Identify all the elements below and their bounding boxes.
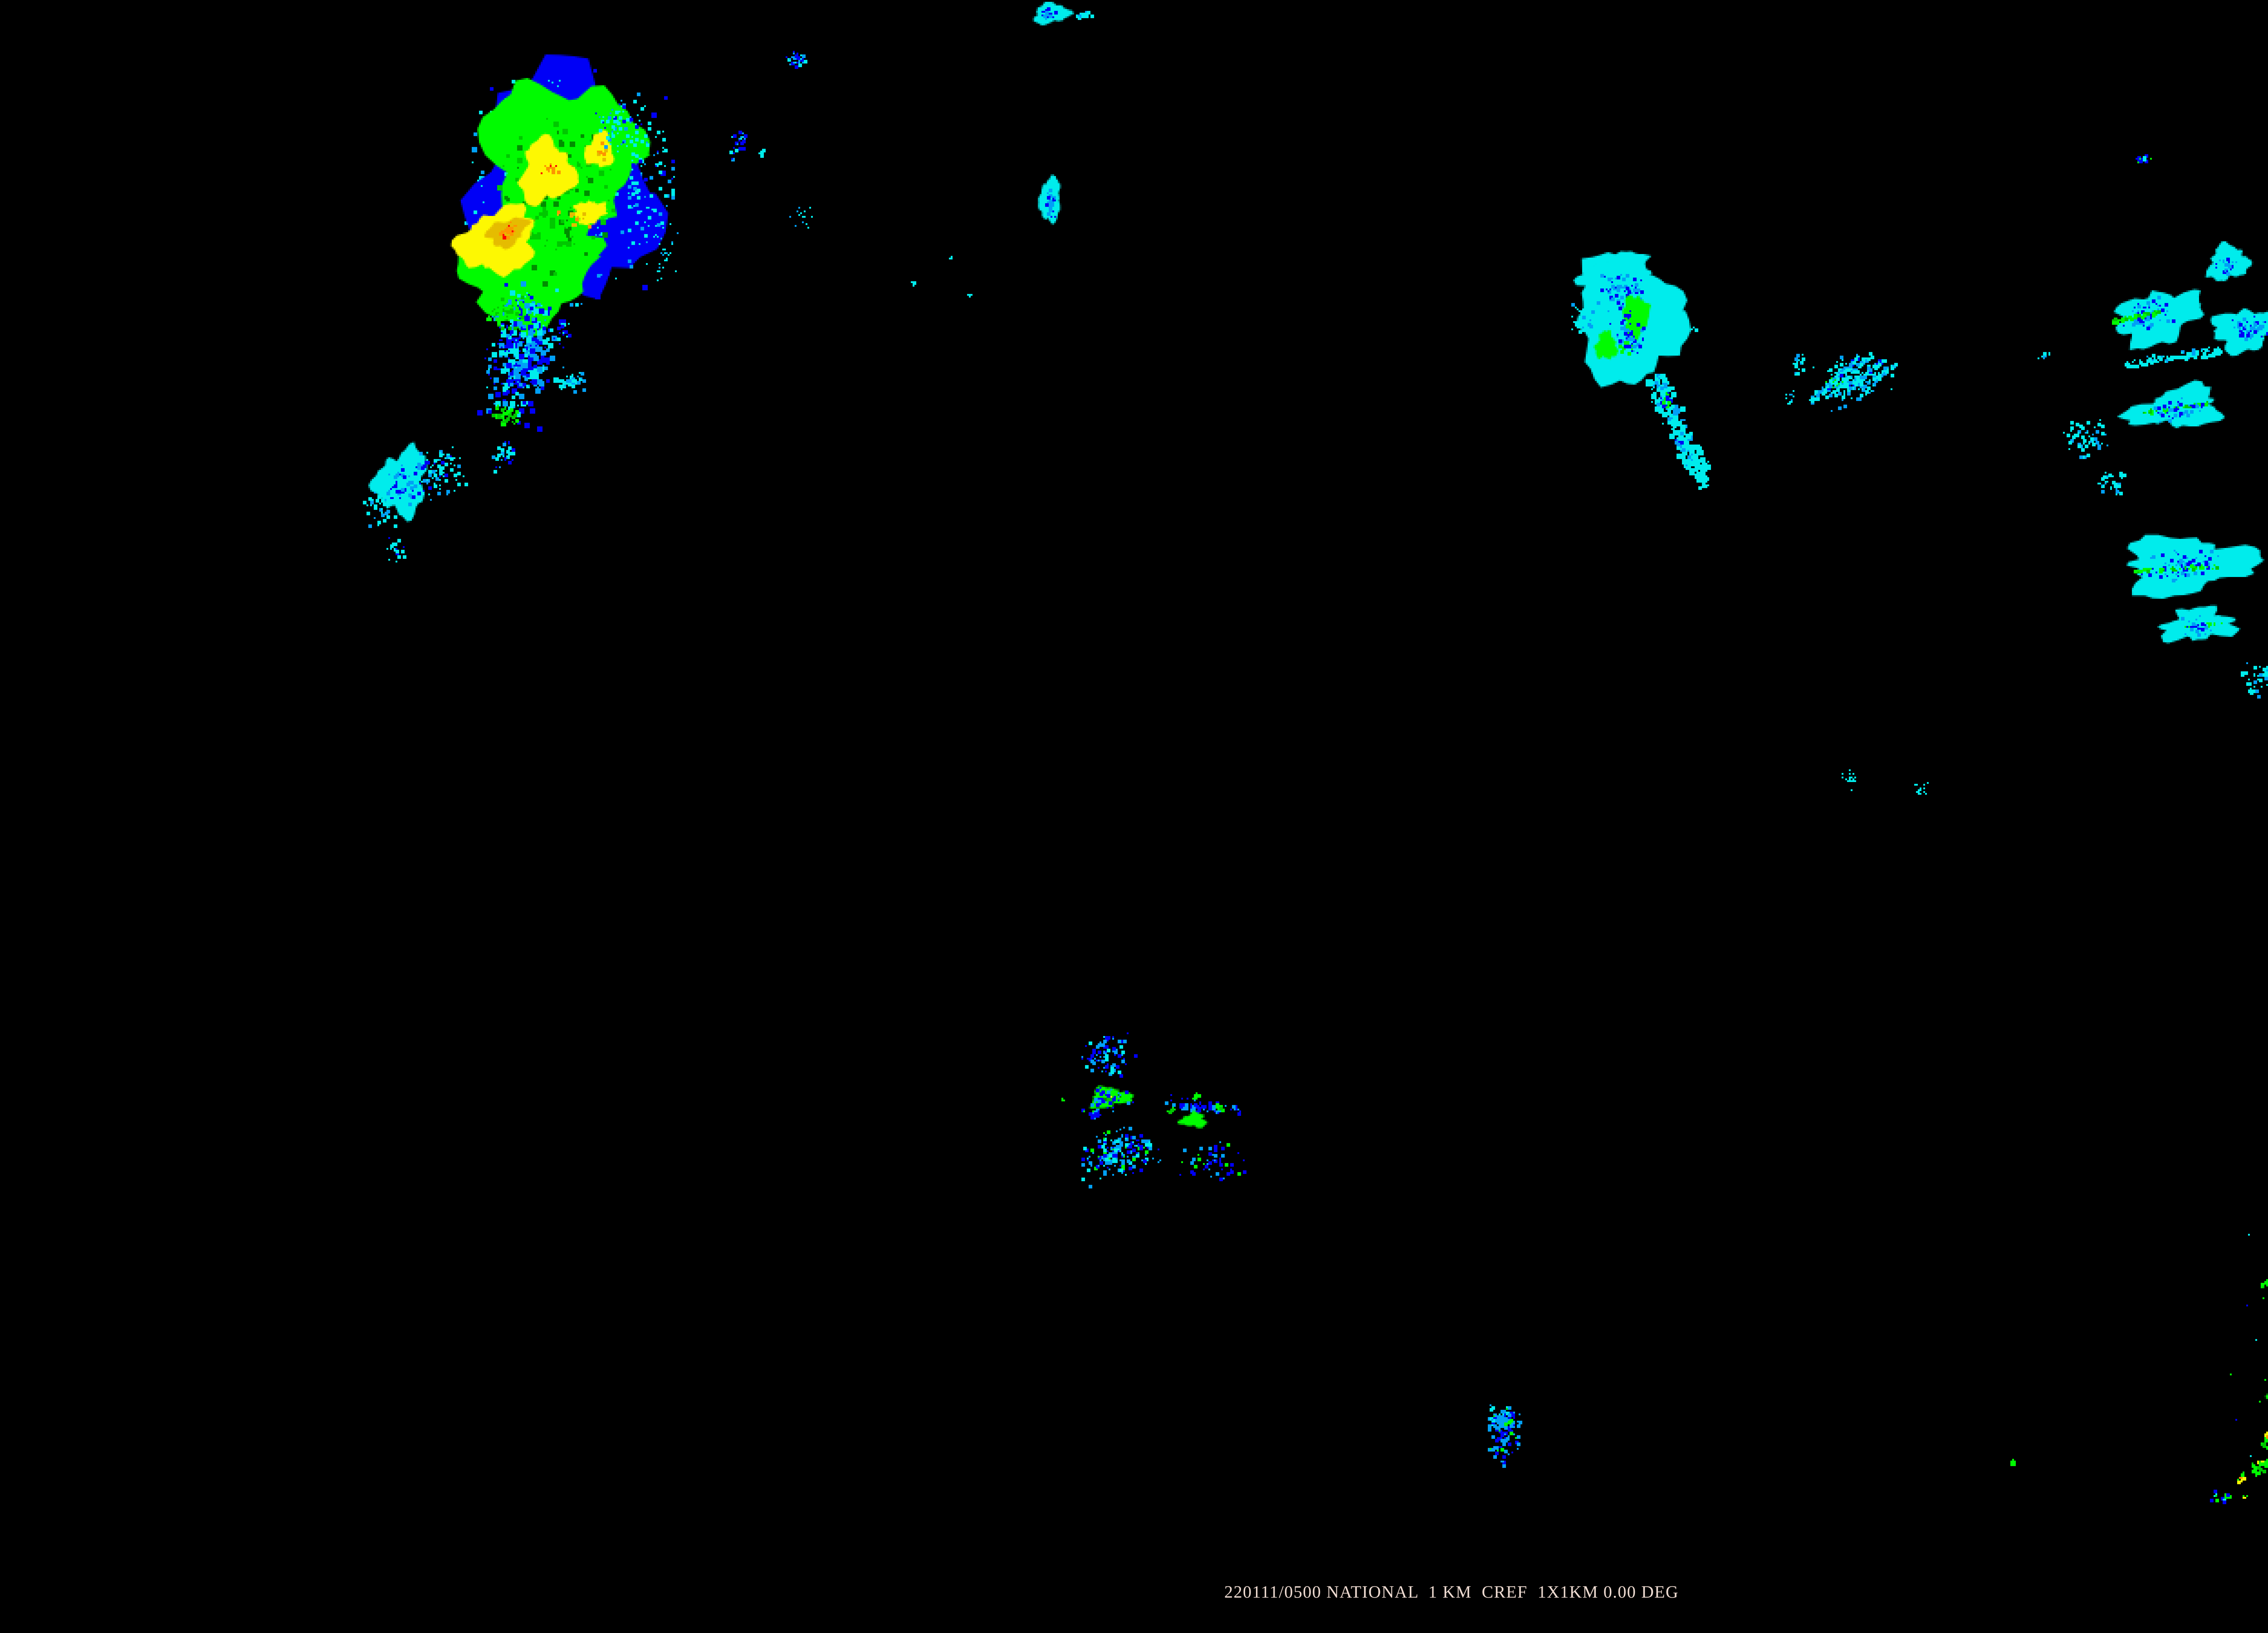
product-caption: 220111/0500 NATIONAL 1 KM CREF 1X1KM 0.0… [1224,1583,1679,1602]
